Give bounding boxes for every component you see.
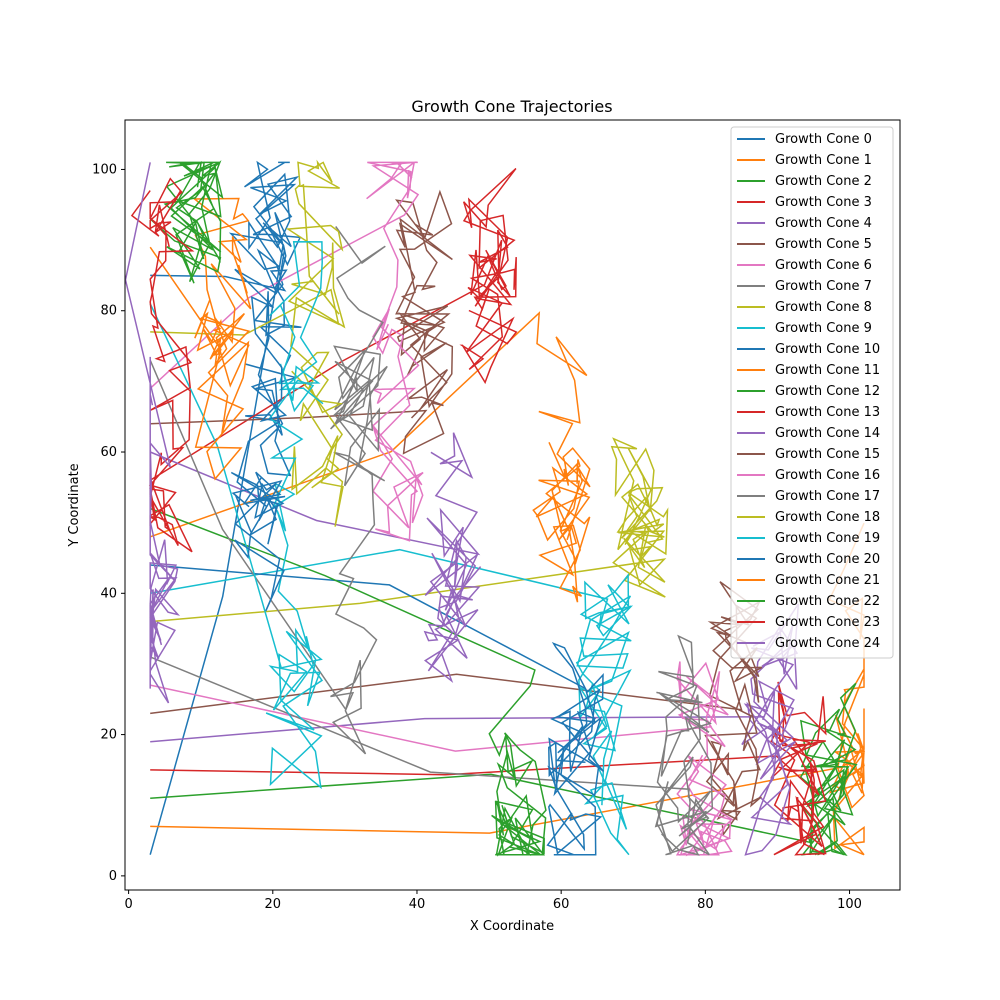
series-line-12 — [149, 507, 547, 857]
y-axis-label: Y Coordinate — [67, 463, 82, 547]
x-tick-label: 0 — [124, 897, 132, 912]
legend-entry: Growth Cone 17 — [775, 489, 880, 504]
plot-area — [124, 119, 901, 891]
series-line-18 — [150, 159, 346, 527]
series-line-0 — [149, 160, 302, 855]
series-line-11 — [149, 311, 591, 603]
x-tick-label: 40 — [409, 897, 426, 912]
legend-entry: Growth Cone 8 — [775, 300, 872, 315]
series-layer — [125, 159, 866, 857]
series-line-16 — [149, 161, 424, 542]
legend-entry: Growth Cone 1 — [775, 153, 872, 168]
legend-entry: Growth Cone 0 — [775, 132, 872, 147]
chart-title: Growth Cone Trajectories — [411, 97, 612, 116]
series-line-23 — [130, 177, 195, 553]
plot-frame — [124, 119, 901, 891]
x-tick-label: 80 — [697, 897, 714, 912]
y-axis: 0 20 40 60 80 100 — [92, 162, 125, 884]
legend-entry: Growth Cone 22 — [775, 594, 880, 609]
series-line-13 — [149, 167, 518, 481]
legend-entry: Growth Cone 13 — [775, 405, 880, 420]
x-tick-label: 60 — [553, 897, 570, 912]
legend-entry: Growth Cone 19 — [775, 531, 880, 546]
series-line-14 — [149, 432, 482, 683]
legend-entry: Growth Cone 14 — [775, 426, 880, 441]
legend-entry: Growth Cone 16 — [775, 468, 880, 483]
legend-entry: Growth Cone 10 — [775, 342, 880, 357]
legend-entry: Growth Cone 12 — [775, 384, 880, 399]
series-line-6 — [150, 661, 734, 857]
x-tick-label: 100 — [837, 897, 862, 912]
legend-entry: Growth Cone 3 — [775, 195, 872, 210]
series-line-22 — [149, 160, 224, 284]
legend-entry: Growth Cone 2 — [775, 174, 872, 189]
series-line-24 — [125, 162, 181, 704]
x-axis-label: X Coordinate — [470, 919, 554, 934]
series-line-19 — [149, 241, 324, 790]
y-tick-label: 80 — [100, 304, 117, 319]
legend-entry: Growth Cone 18 — [775, 510, 880, 525]
series-line-20 — [150, 222, 288, 612]
legend-entry: Growth Cone 21 — [775, 573, 880, 588]
legend-entry: Growth Cone 11 — [775, 363, 880, 378]
legend-box — [730, 126, 894, 659]
series-line-9 — [150, 548, 634, 856]
legend-entry: Growth Cone 20 — [775, 552, 880, 567]
y-tick-label: 40 — [100, 586, 117, 601]
legend-entry: Growth Cone 23 — [775, 615, 880, 630]
y-tick-label: 20 — [100, 728, 117, 743]
x-tick-label: 20 — [265, 897, 282, 912]
series-line-21 — [149, 197, 252, 481]
legend-entry: Growth Cone 15 — [775, 447, 880, 462]
series-line-10 — [150, 564, 605, 856]
series-line-17 — [149, 226, 388, 755]
y-tick-label: 0 — [109, 869, 117, 884]
legend-entry: Growth Cone 24 — [775, 636, 880, 651]
series-line-5 — [150, 581, 763, 837]
series-line-15 — [150, 189, 454, 455]
legend-entry: Growth Cone 5 — [775, 237, 872, 252]
x-axis: 0 20 40 60 80 100 — [124, 890, 862, 912]
legend-entry: Growth Cone 4 — [775, 216, 872, 231]
y-tick-label: 60 — [100, 445, 117, 460]
legend: Growth Cone 0 Growth Cone 1 Growth Cone 2 G… — [730, 126, 894, 659]
series-line-7 — [149, 634, 714, 856]
legend-entry: Growth Cone 7 — [775, 279, 872, 294]
series-line-8 — [150, 437, 669, 623]
legend-entry: Growth Cone 9 — [775, 321, 872, 336]
y-tick-label: 100 — [92, 162, 117, 177]
legend-entry: Growth Cone 6 — [775, 258, 872, 273]
